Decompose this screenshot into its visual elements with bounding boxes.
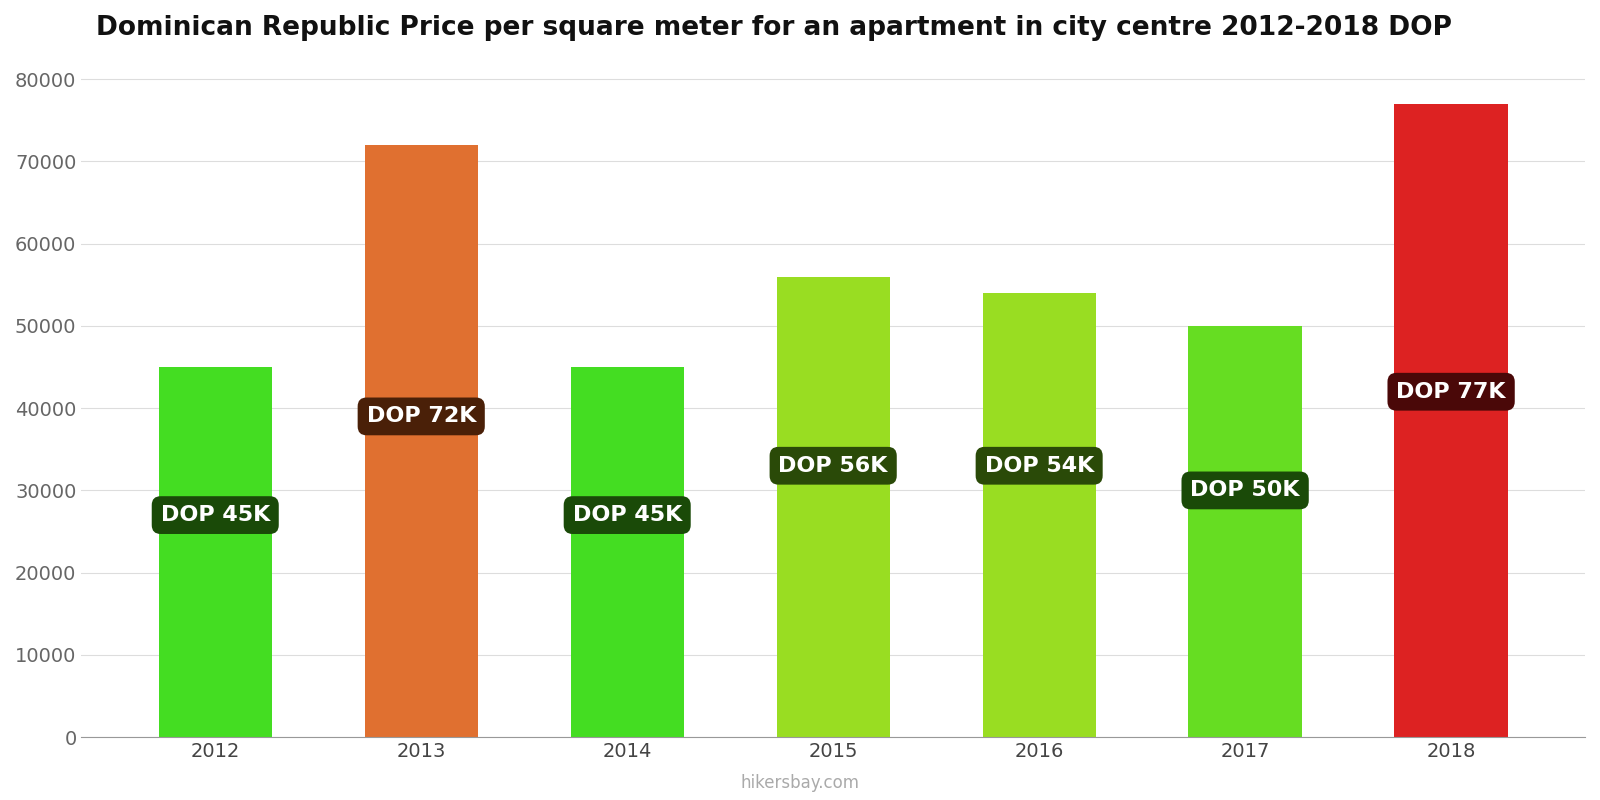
Bar: [776, 277, 890, 737]
Text: DOP 54K: DOP 54K: [984, 456, 1094, 476]
Text: hikersbay.com: hikersbay.com: [741, 774, 859, 792]
Text: Dominican Republic Price per square meter for an apartment in city centre 2012-2: Dominican Republic Price per square mete…: [96, 15, 1453, 41]
Bar: [1189, 326, 1302, 737]
Text: DOP 77K: DOP 77K: [1397, 382, 1506, 402]
Bar: [982, 293, 1096, 737]
Bar: [571, 367, 683, 737]
Text: DOP 56K: DOP 56K: [779, 456, 888, 476]
Bar: [158, 367, 272, 737]
Text: DOP 45K: DOP 45K: [573, 505, 682, 525]
Bar: [1395, 104, 1507, 737]
Text: DOP 72K: DOP 72K: [366, 406, 475, 426]
Bar: [365, 145, 478, 737]
Text: DOP 45K: DOP 45K: [160, 505, 270, 525]
Text: DOP 50K: DOP 50K: [1190, 481, 1299, 501]
